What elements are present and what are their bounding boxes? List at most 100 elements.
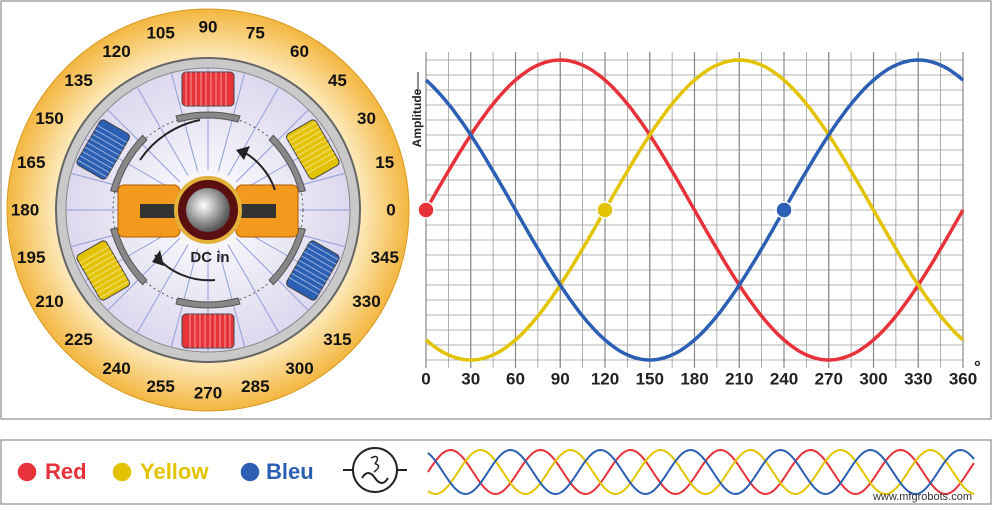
phase-wave <box>424 58 965 362</box>
coil-winding <box>79 245 110 264</box>
pole-shoe <box>268 227 307 286</box>
dial-label: 330 <box>352 292 380 311</box>
legend-label: Red <box>45 459 87 484</box>
coil-winding <box>294 134 325 153</box>
coil-winding <box>84 254 115 273</box>
coil-body <box>76 119 130 180</box>
coil-winding <box>91 267 122 286</box>
x-tick-label: 270 <box>815 369 843 388</box>
coil-winding <box>82 150 113 169</box>
legend-label: Yellow <box>140 459 209 484</box>
coil-winding <box>99 280 130 299</box>
x-tick-label: 180 <box>680 369 708 388</box>
legend-label: Bleu <box>266 459 314 484</box>
dial-label: 180 <box>11 200 39 219</box>
spoke <box>107 237 181 311</box>
x-tick-label: 90 <box>551 369 570 388</box>
dial-label: 210 <box>35 292 63 311</box>
three-phase-symbol <box>352 447 398 493</box>
dial-label: 15 <box>375 153 394 172</box>
pole-shoe <box>175 297 241 309</box>
coil-winding <box>308 242 339 261</box>
x-tick-label: 240 <box>770 369 798 388</box>
mini-wave <box>427 448 975 496</box>
dial-label: 60 <box>290 42 309 61</box>
dial-label: 195 <box>17 248 45 267</box>
coil-winding <box>89 263 120 282</box>
degree-symbol: ° <box>974 357 981 376</box>
coil-winding <box>296 138 327 157</box>
stator-coil <box>76 119 148 193</box>
legend-dot <box>239 461 261 483</box>
rotation-arrow <box>139 119 201 161</box>
coil-winding <box>96 276 127 295</box>
coil-winding <box>301 255 332 274</box>
shaft <box>186 188 230 232</box>
x-tick-label: 60 <box>506 369 525 388</box>
dial-label: 75 <box>246 24 265 43</box>
spoke <box>170 248 199 348</box>
dial-label: 300 <box>285 359 313 378</box>
coil-winding <box>97 124 128 143</box>
spoke <box>107 109 181 183</box>
coil-body <box>286 119 340 180</box>
coil-winding <box>293 268 324 287</box>
dial-label: 225 <box>64 330 92 349</box>
coil-winding <box>81 250 112 269</box>
coil-winding <box>298 259 329 278</box>
coil-winding <box>303 251 334 270</box>
arrow-head <box>152 250 164 266</box>
x-tick-label: 30 <box>461 369 480 388</box>
legend-dot <box>111 461 133 483</box>
phase-dot <box>596 201 614 219</box>
spoke <box>235 109 309 183</box>
dial-label: 30 <box>357 109 376 128</box>
coil-winding <box>296 264 327 283</box>
spoke <box>217 248 246 348</box>
dial-label: 315 <box>323 330 351 349</box>
symbol-digit <box>370 455 380 473</box>
stator-coil <box>268 119 340 193</box>
dial-label: 255 <box>146 377 174 396</box>
dial-label: 120 <box>102 42 130 61</box>
dial-label: 345 <box>371 248 399 267</box>
coil-winding <box>286 121 317 140</box>
spoke <box>227 244 280 334</box>
dial-label: 135 <box>64 71 92 90</box>
spoke <box>235 237 309 311</box>
coil-winding <box>94 271 125 290</box>
mini-wave <box>427 448 975 496</box>
phase-wave <box>424 58 965 362</box>
pole-shoe <box>268 134 307 193</box>
dial-label: 270 <box>194 383 222 402</box>
coil-winding <box>79 155 110 174</box>
stator-coil <box>76 227 148 301</box>
x-tick-label: 330 <box>904 369 932 388</box>
x-tick-label: 210 <box>725 369 753 388</box>
x-tick-label: 300 <box>859 369 887 388</box>
spoke <box>227 86 280 176</box>
coil-winding <box>288 277 319 296</box>
pole-shoe <box>109 134 148 193</box>
spoke <box>136 244 189 334</box>
coil-winding <box>289 125 320 144</box>
coil-winding <box>306 156 337 175</box>
coil-winding <box>87 142 118 161</box>
dial-label: 165 <box>17 153 45 172</box>
mini-wave <box>427 448 975 496</box>
coil-winding <box>89 137 120 156</box>
center-label: DC in <box>190 249 229 266</box>
x-tick-label: 360 <box>949 369 977 388</box>
dial-label: 0 <box>386 200 395 219</box>
coil-winding <box>291 130 322 149</box>
stator-coil <box>175 297 241 349</box>
legend-dot <box>16 461 38 483</box>
coil-winding <box>86 258 117 277</box>
x-tick-label: 0 <box>421 369 430 388</box>
coil-winding <box>299 143 330 162</box>
coil-body <box>76 240 130 301</box>
y-axis-label: Amplitude <box>410 88 424 147</box>
pole-shoe <box>109 227 148 286</box>
coil-winding <box>77 159 108 178</box>
